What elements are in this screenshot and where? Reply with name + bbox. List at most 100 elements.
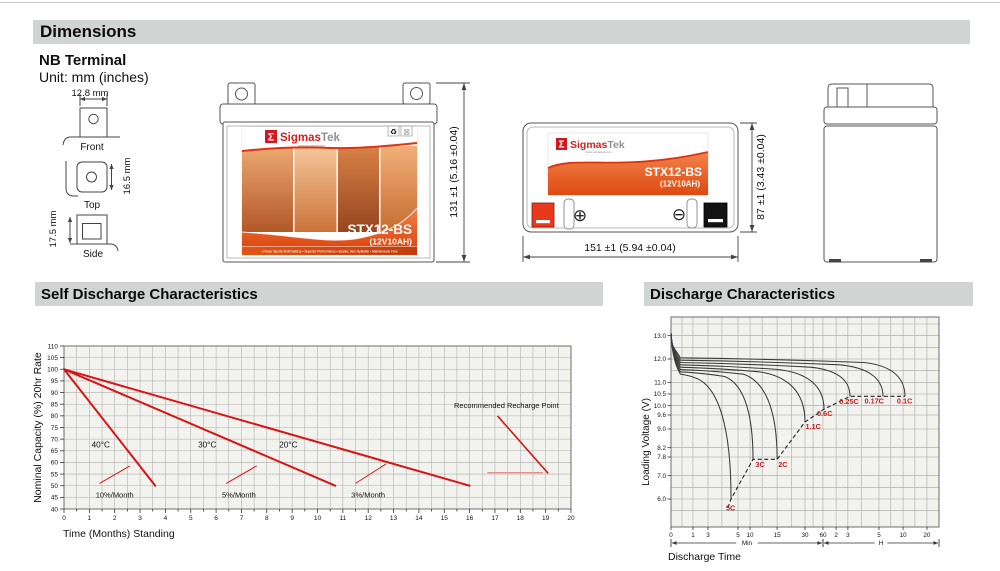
svg-text:20: 20 xyxy=(567,515,575,522)
svg-text:9: 9 xyxy=(290,515,294,522)
rating-text: (12V10AH) xyxy=(660,180,700,189)
top-rule xyxy=(0,2,1000,3)
svg-text:0.17C: 0.17C xyxy=(864,396,884,405)
side-lid xyxy=(823,106,938,125)
svg-text:11: 11 xyxy=(339,515,346,522)
svg-text:8.2: 8.2 xyxy=(657,445,666,452)
features-text: • Power Sports AGM Battery • Superior Pe… xyxy=(261,250,398,254)
svg-text:40: 40 xyxy=(51,506,59,513)
section-header-self-discharge: Self Discharge Characteristics xyxy=(35,282,603,306)
rating-text: (12V10AH) xyxy=(369,237,412,247)
section-title-dimensions: Dimensions xyxy=(40,22,137,41)
svg-text:45: 45 xyxy=(51,495,59,502)
self-discharge-chart: 0 1 2 3 4 5 6 7 8 9 10 11 12 13 14 15 16 17 18 19 2040455055… xyxy=(32,343,575,540)
svg-text:Time (Months) Standing: Time (Months) Standing xyxy=(63,528,175,540)
terminal-unit-note: Unit: mm (inches) xyxy=(39,69,149,86)
terminal-heading: NB Terminal Unit: mm (inches) xyxy=(39,52,149,85)
svg-text:13.0: 13.0 xyxy=(654,333,667,340)
svg-text:110: 110 xyxy=(48,343,59,350)
svg-text:19: 19 xyxy=(542,515,550,522)
svg-text:3%/Month: 3%/Month xyxy=(351,491,385,500)
svg-text:0: 0 xyxy=(669,532,673,539)
brand-text-red: Sigmas xyxy=(570,139,608,151)
svg-text:10: 10 xyxy=(747,532,755,539)
sigma-icon: Σ xyxy=(558,140,564,151)
positive-terminal xyxy=(531,202,555,228)
side-height-dim: 17.5 mm xyxy=(48,210,59,247)
svg-text:5: 5 xyxy=(189,515,193,522)
length-dimension xyxy=(522,236,739,262)
svg-text:0.6C: 0.6C xyxy=(817,409,833,418)
svg-text:30: 30 xyxy=(801,532,809,539)
terminal-drawings: 12.8 mm Front 16.5 mm Top 17.5 mm Side xyxy=(48,88,133,260)
side-body xyxy=(823,125,938,263)
section-title-self-discharge: Self Discharge Characteristics xyxy=(41,285,258,303)
brand-website: www.sigmastek.com xyxy=(586,150,612,154)
top-view-terminals: ⊕ ⊖ xyxy=(531,198,728,230)
svg-text:5: 5 xyxy=(877,532,881,539)
terminal-type-title: NB Terminal xyxy=(39,52,127,69)
terminal-front-view xyxy=(62,94,120,146)
svg-text:1: 1 xyxy=(88,515,92,522)
svg-text:65: 65 xyxy=(51,448,59,455)
side-view-label: Side xyxy=(83,249,103,260)
svg-text:5C: 5C xyxy=(726,504,736,513)
svg-text:12.0: 12.0 xyxy=(654,356,667,363)
svg-text:2: 2 xyxy=(834,532,838,539)
svg-text:100: 100 xyxy=(47,367,58,374)
svg-text:SigmasTek: SigmasTek xyxy=(570,139,625,151)
svg-text:3: 3 xyxy=(138,515,142,522)
svg-text:SigmasTek: SigmasTek xyxy=(280,132,340,144)
svg-text:4: 4 xyxy=(164,515,168,522)
svg-text:0: 0 xyxy=(62,515,66,522)
vent-slot-left xyxy=(563,198,575,230)
svg-text:9.6: 9.6 xyxy=(657,412,666,419)
label-icons: ♻ ⊠ xyxy=(387,125,413,137)
svg-text:0.1C: 0.1C xyxy=(897,396,913,405)
discharge-chart: 13.0 12.0 11.0 10.5 10.0 9.6 9.0 8.2 7.8 7.0 6.0 0 1… xyxy=(641,316,940,563)
svg-text:70: 70 xyxy=(51,436,59,443)
section-header-dimensions: Dimensions xyxy=(33,20,970,44)
battery-front-view: Σ SigmasTek www.sigmastek.com ♻ ⊠ STX12-… xyxy=(219,82,470,263)
svg-text:16: 16 xyxy=(466,515,474,522)
svg-text:20°C: 20°C xyxy=(279,440,297,449)
svg-text:13: 13 xyxy=(390,515,398,522)
svg-text:17: 17 xyxy=(491,515,499,522)
battery-top-label: Σ SigmasTek www.sigmastek.com STX12-BS (… xyxy=(547,132,709,196)
svg-text:5%/Month: 5%/Month xyxy=(222,491,256,500)
top-height-dim: 16.5 mm xyxy=(122,157,133,194)
svg-text:7.8: 7.8 xyxy=(657,454,666,461)
svg-text:1.1C: 1.1C xyxy=(806,422,822,431)
svg-text:12: 12 xyxy=(365,515,373,522)
svg-text:15: 15 xyxy=(774,532,782,539)
width-dimension xyxy=(740,122,757,233)
model-text: STX12-BS xyxy=(645,165,702,179)
front-width-dim: 12.8 mm xyxy=(72,88,109,99)
height-dim-text: 131 ±1 (5.16 ±0.04) xyxy=(448,126,460,218)
svg-text:60: 60 xyxy=(819,532,827,539)
svg-text:95: 95 xyxy=(51,378,59,385)
bolt-hole-icon xyxy=(88,113,99,125)
svg-text:2: 2 xyxy=(113,515,117,522)
svg-text:9.0: 9.0 xyxy=(657,426,666,433)
brand-website: www.sigmastek.com xyxy=(298,144,326,148)
svg-text:10: 10 xyxy=(900,532,908,539)
terminal-side-view xyxy=(67,214,119,252)
bolt-hole-icon xyxy=(86,171,97,183)
section-header-discharge: Discharge Characteristics xyxy=(644,282,973,306)
svg-text:3: 3 xyxy=(706,532,710,539)
svg-text:10%/Month: 10%/Month xyxy=(96,491,134,500)
front-view-label: Front xyxy=(80,142,104,153)
recycle-icon: ♻ xyxy=(390,128,397,137)
section-title-discharge: Discharge Characteristics xyxy=(650,285,836,303)
terminal-top-view xyxy=(65,161,114,197)
brand-text-gray: Tek xyxy=(321,132,341,144)
minus-terminal-symbol: ⊖ xyxy=(672,205,686,224)
label-photo-montage xyxy=(242,146,417,232)
sigmastek-logo-top: Σ SigmasTek www.sigmastek.com xyxy=(556,138,625,154)
svg-text:11.0: 11.0 xyxy=(654,380,666,387)
svg-text:7: 7 xyxy=(240,515,244,522)
svg-text:7.0: 7.0 xyxy=(657,473,666,480)
svg-text:Nominal Capacity (%) 20hr Rate: Nominal Capacity (%) 20hr Rate xyxy=(32,352,44,503)
